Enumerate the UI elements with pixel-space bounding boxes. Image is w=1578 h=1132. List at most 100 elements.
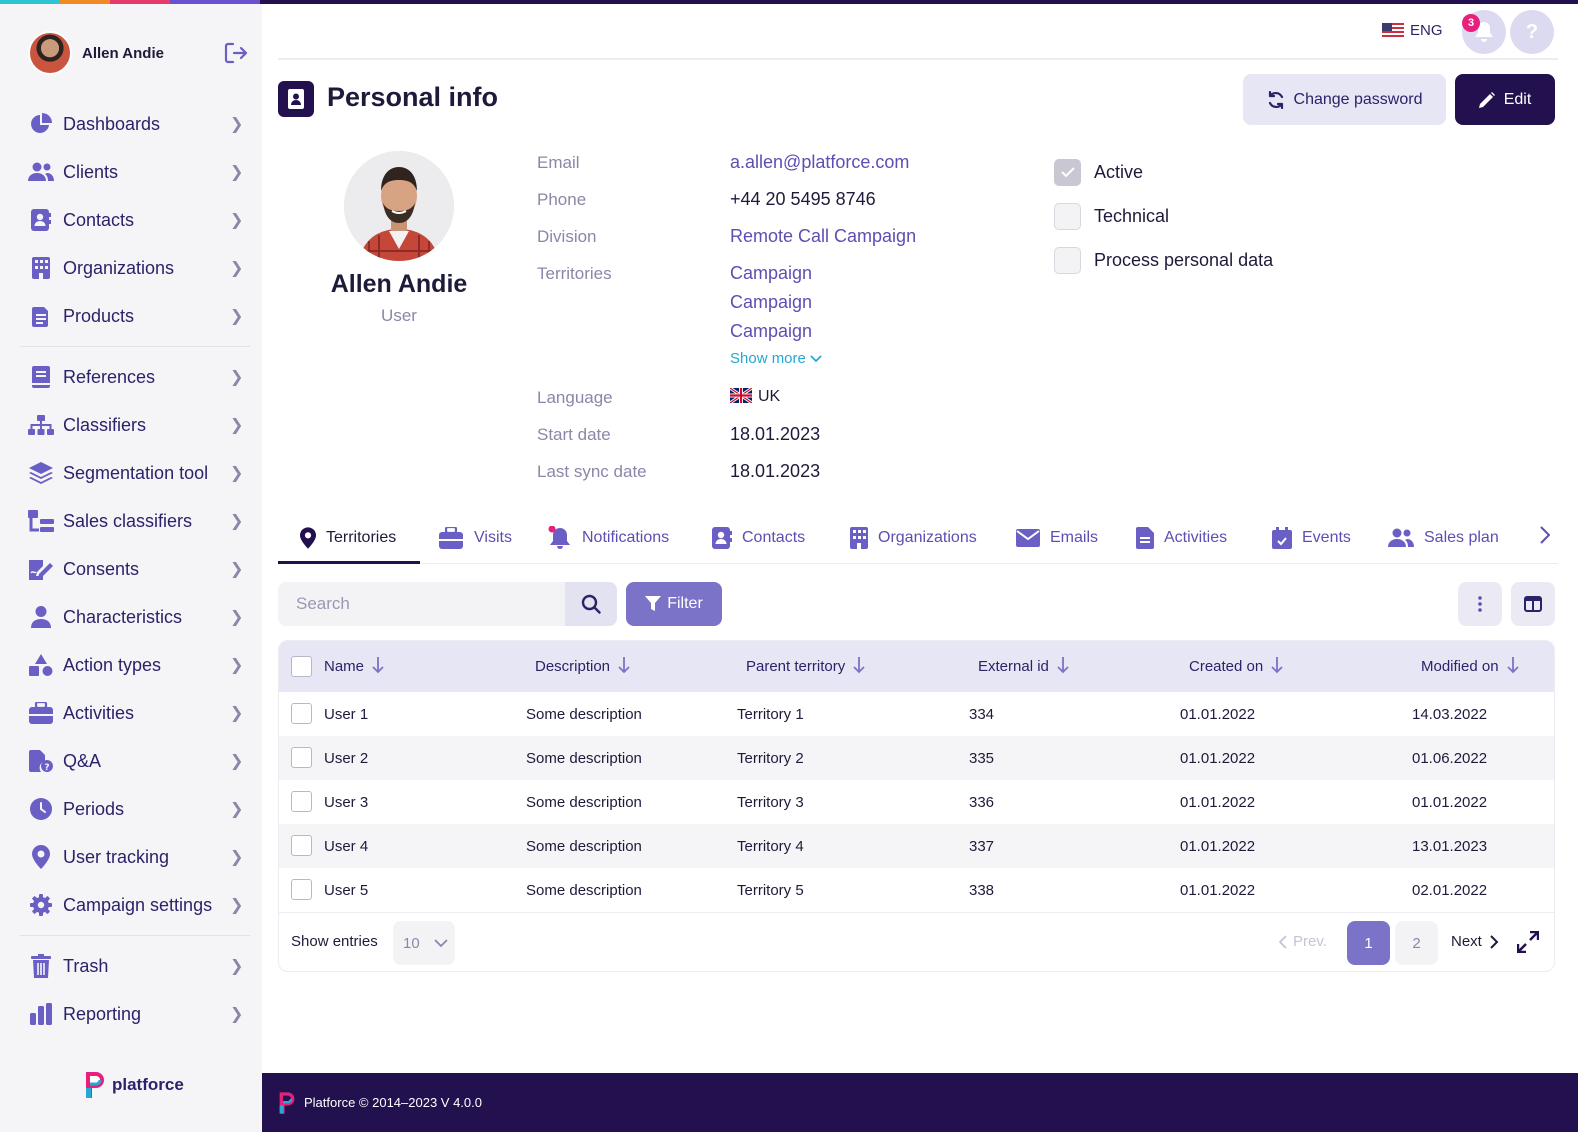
- sidebar-item-segmentation-tool[interactable]: Segmentation tool ❯: [20, 449, 250, 497]
- sidebar-item-organizations[interactable]: Organizations ❯: [20, 244, 250, 292]
- cell-name: User 3: [324, 793, 369, 811]
- search-input[interactable]: [278, 582, 565, 626]
- cell-external-id: 337: [969, 837, 995, 855]
- help-button[interactable]: ?: [1510, 10, 1554, 54]
- division-link[interactable]: Remote Call Campaign: [730, 226, 917, 246]
- page-button-2[interactable]: 2: [1395, 921, 1438, 965]
- territory-link[interactable]: Campaign: [730, 292, 813, 312]
- sidebar-item-qa[interactable]: ? Q&A ❯: [20, 737, 250, 785]
- row-checkbox[interactable]: [291, 791, 312, 812]
- sidebar-item-dashboards[interactable]: Dashboards ❯: [20, 100, 250, 148]
- table-row[interactable]: User 2 Some description Territory 2 335 …: [279, 736, 1554, 780]
- expand-icon[interactable]: [1516, 930, 1540, 958]
- sidebar-item-label: Periods: [63, 798, 125, 819]
- sidebar-item-products[interactable]: Products ❯: [20, 292, 250, 340]
- tab-notifications[interactable]: Notifications: [548, 512, 669, 564]
- row-checkbox[interactable]: [291, 879, 312, 900]
- tab-sales-plan[interactable]: Sales plan: [1388, 512, 1499, 564]
- sidebar-item-clients[interactable]: Clients ❯: [20, 148, 250, 196]
- active-checkbox-row[interactable]: Active: [1054, 159, 1143, 186]
- more-options-button[interactable]: [1458, 582, 1502, 626]
- territory-link[interactable]: Campaign: [730, 263, 813, 283]
- sidebar-item-label: Classifiers: [63, 414, 147, 435]
- sidebar-item-user-tracking[interactable]: User tracking ❯: [20, 833, 250, 881]
- sidebar-item-trash[interactable]: Trash ❯: [20, 942, 250, 990]
- tab-activities[interactable]: Activities: [1136, 512, 1227, 564]
- active-checkbox[interactable]: [1054, 159, 1081, 186]
- tabs-scroll-right-button[interactable]: [1540, 526, 1551, 549]
- chevron-right-icon: ❯: [230, 609, 244, 626]
- sidebar-item-reporting[interactable]: Reporting ❯: [20, 990, 250, 1038]
- start-date-label: Start date: [537, 425, 611, 444]
- column-header-description[interactable]: Description: [535, 641, 630, 692]
- process-personal-data-checkbox[interactable]: [1054, 247, 1081, 274]
- cell-name: User 1: [324, 705, 369, 723]
- table-row[interactable]: User 3 Some description Territory 3 336 …: [279, 780, 1554, 824]
- logout-icon[interactable]: [222, 39, 250, 67]
- avatar[interactable]: [28, 31, 72, 75]
- tab-emails[interactable]: Emails: [1016, 512, 1098, 564]
- sidebar-item-action-types[interactable]: Action types ❯: [20, 641, 250, 689]
- row-checkbox[interactable]: [291, 703, 312, 724]
- sidebar-item-campaign-settings[interactable]: Campaign settings ❯: [20, 881, 250, 929]
- notifications-button[interactable]: 3: [1462, 10, 1506, 54]
- column-header-name[interactable]: Name: [324, 641, 384, 692]
- page-button-1[interactable]: 1: [1347, 921, 1390, 965]
- edit-label: Edit: [1503, 90, 1532, 108]
- technical-checkbox-row[interactable]: Technical: [1054, 203, 1169, 230]
- cell-created-on: 01.01.2022: [1180, 793, 1256, 811]
- row-checkbox[interactable]: [291, 835, 312, 856]
- language-switcher[interactable]: ENG: [1382, 22, 1443, 39]
- column-header-label: Name: [324, 658, 365, 675]
- top-bar: ENG 3 ?: [278, 4, 1558, 60]
- sidebar-item-activities[interactable]: Activities ❯: [20, 689, 250, 737]
- language-label: ENG: [1410, 22, 1443, 39]
- column-header-external-id[interactable]: External id: [978, 641, 1069, 692]
- table-row[interactable]: User 1 Some description Territory 1 334 …: [279, 692, 1554, 736]
- edit-button[interactable]: Edit: [1455, 74, 1555, 125]
- column-header-created-on[interactable]: Created on: [1189, 641, 1283, 692]
- select-all-checkbox[interactable]: [291, 656, 312, 677]
- sidebar-item-contacts[interactable]: Contacts ❯: [20, 196, 250, 244]
- table-row[interactable]: User 5 Some description Territory 5 338 …: [279, 868, 1554, 912]
- row-checkbox[interactable]: [291, 747, 312, 768]
- sidebar-item-characteristics[interactable]: Characteristics ❯: [20, 593, 250, 641]
- entries-value: 10: [403, 934, 420, 952]
- clock-icon: [28, 796, 54, 822]
- tab-events[interactable]: Events: [1272, 512, 1351, 564]
- show-more-link[interactable]: Show more: [730, 350, 822, 367]
- process-personal-data-checkbox-row[interactable]: Process personal data: [1054, 247, 1273, 274]
- table-row[interactable]: User 4 Some description Territory 4 337 …: [279, 824, 1554, 868]
- change-password-button[interactable]: Change password: [1243, 74, 1446, 125]
- sales-classifier-icon: [28, 508, 54, 534]
- sidebar-item-classifiers[interactable]: Classifiers ❯: [20, 401, 250, 449]
- tab-contacts[interactable]: Contacts: [712, 512, 805, 564]
- sidebar-item-label: Products: [63, 305, 135, 326]
- language-value: UK: [730, 388, 780, 406]
- tab-organizations[interactable]: Organizations: [850, 512, 977, 564]
- next-page-button[interactable]: Next: [1451, 933, 1499, 950]
- email-link[interactable]: a.allen@platforce.com: [730, 152, 910, 172]
- column-header-modified-on[interactable]: Modified on: [1421, 641, 1519, 692]
- prev-page-button[interactable]: Prev.: [1279, 933, 1327, 950]
- search-button[interactable]: [565, 582, 617, 626]
- contact-card-icon: [712, 527, 732, 549]
- territory-link[interactable]: Campaign: [730, 321, 813, 341]
- columns-button[interactable]: [1511, 582, 1555, 626]
- sidebar-item-consents[interactable]: Consents ❯: [20, 545, 250, 593]
- sidebar-item-references[interactable]: References ❯: [20, 353, 250, 401]
- calendar-icon: [1272, 527, 1292, 549]
- entries-per-page-select[interactable]: 10: [393, 921, 455, 965]
- column-header-parent-territory[interactable]: Parent territory: [746, 641, 865, 692]
- sidebar-item-periods[interactable]: Periods ❯: [20, 785, 250, 833]
- tab-label: Notifications: [582, 529, 670, 546]
- filter-button[interactable]: Filter: [626, 582, 722, 626]
- email-label: Email: [537, 153, 580, 172]
- technical-checkbox[interactable]: [1054, 203, 1081, 230]
- process-personal-data-label: Process personal data: [1094, 250, 1274, 270]
- tab-visits[interactable]: Visits: [438, 512, 512, 564]
- start-date-value: 18.01.2023: [730, 424, 821, 444]
- tab-territories[interactable]: Territories: [300, 512, 396, 564]
- column-header-label: Created on: [1189, 658, 1264, 675]
- sidebar-item-sales-classifiers[interactable]: Sales classifiers ❯: [20, 497, 250, 545]
